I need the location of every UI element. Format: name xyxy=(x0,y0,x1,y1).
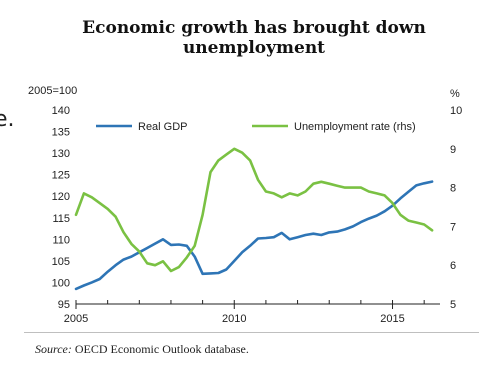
source-text: OECD Economic Outlook database. xyxy=(74,342,249,356)
page-edge-text: e. xyxy=(0,107,15,132)
chart-title-line-2: unemployment xyxy=(182,38,326,58)
y-tick-label-135: 135 xyxy=(52,127,70,139)
line-chart: 95 100 105 110 115 120 125 130 135 140 5 6 7 8 9 10 2005… xyxy=(52,105,463,325)
legend-unemployment-rate-label: Unemployment rate (rhs) xyxy=(294,121,416,133)
chart-title-line-1: Economic growth has brought down xyxy=(82,18,426,38)
y-tick-label-125: 125 xyxy=(52,170,70,182)
y-tick-label-100: 100 xyxy=(52,277,70,289)
y2-tick-label-7: 7 xyxy=(450,221,456,233)
y2-tick-label-6: 6 xyxy=(450,260,456,272)
y2-tick-label-5: 5 xyxy=(450,299,456,311)
source-divider xyxy=(24,332,479,333)
legend-real-gdp-label: Real GDP xyxy=(138,121,188,133)
x-tick-label-2005: 2005 xyxy=(64,313,88,325)
y-tick-label-105: 105 xyxy=(52,256,70,268)
y2-tick-label-10: 10 xyxy=(450,105,462,117)
y-tick-label-95: 95 xyxy=(58,299,70,311)
y-tick-label-115: 115 xyxy=(52,213,70,225)
x-tick-label-2015: 2015 xyxy=(380,313,404,325)
y-tick-label-140: 140 xyxy=(52,105,70,117)
y-tick-label-120: 120 xyxy=(52,191,70,203)
y2-tick-label-9: 9 xyxy=(450,144,456,156)
x-tick-label-2010: 2010 xyxy=(222,313,246,325)
y2-tick-label-8: 8 xyxy=(450,183,456,195)
left-axis-unit: 2005=100 xyxy=(28,85,78,97)
y-tick-label-110: 110 xyxy=(52,234,70,246)
right-axis-unit: % xyxy=(450,88,460,100)
source-note: Source: OECD Economic Outlook database. xyxy=(35,342,249,357)
series-line-real-gdp xyxy=(74,180,434,291)
series-line-unemployment-rate xyxy=(74,147,434,273)
source-label: Source: xyxy=(35,342,72,356)
chart-figure: Economic growth has brought down unemplo… xyxy=(24,0,479,369)
y-tick-label-130: 130 xyxy=(52,148,70,160)
